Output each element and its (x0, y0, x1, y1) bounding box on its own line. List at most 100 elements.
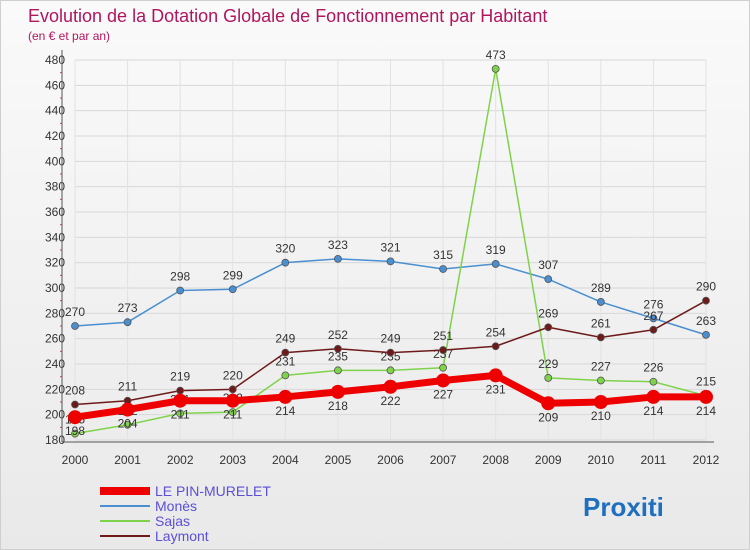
data-point (334, 366, 342, 375)
data-point (71, 322, 79, 330)
data-point (71, 429, 79, 438)
data-label: 269 (538, 306, 558, 320)
data-point (68, 410, 82, 425)
data-label: 204 (118, 417, 138, 431)
data-label: 307 (538, 258, 558, 272)
x-tick-label: 2007 (430, 453, 457, 467)
data-point (173, 393, 188, 408)
x-tick-label: 2006 (377, 453, 404, 467)
data-label: 261 (591, 316, 611, 330)
x-tick-label: 2001 (114, 453, 141, 467)
y-tick-label: 380 (45, 180, 65, 194)
data-point (228, 385, 237, 394)
y-tick-label: 440 (45, 104, 65, 118)
y-tick-label: 320 (45, 256, 65, 270)
data-label: 320 (275, 242, 295, 256)
data-label: 231 (275, 354, 295, 368)
data-point (386, 257, 395, 266)
y-tick-label: 400 (45, 154, 65, 168)
data-point (439, 363, 447, 372)
data-label: 210 (591, 409, 611, 423)
data-point (439, 265, 447, 273)
y-tick-label: 180 (45, 433, 65, 447)
data-label: 226 (643, 361, 663, 375)
data-point (593, 395, 608, 409)
data-label: 227 (591, 359, 611, 373)
data-point (491, 260, 500, 268)
plot-area: 180 200 220 240 260 280 300 320 340 360 380 400 420 4… (45, 48, 720, 467)
proxiti-logo: Proxiti (583, 492, 664, 522)
data-label: 270 (65, 305, 85, 319)
data-point (541, 396, 556, 411)
y-tick-label: 220 (45, 382, 65, 396)
x-tick-label: 2008 (482, 453, 509, 467)
data-point (649, 377, 658, 386)
data-point (278, 389, 293, 404)
data-label: 222 (380, 394, 400, 408)
data-label: 214 (643, 404, 663, 418)
data-label: 214 (696, 404, 716, 418)
data-point (436, 373, 451, 388)
data-point (334, 344, 342, 353)
data-label: 229 (538, 357, 558, 371)
data-point (176, 386, 185, 395)
data-point (702, 296, 710, 305)
data-point (491, 342, 500, 351)
legend-label: LE PIN-MURELET (155, 483, 271, 499)
data-point (225, 393, 240, 408)
data-point (439, 346, 447, 354)
x-tick-label: 2010 (587, 453, 614, 467)
data-point (281, 258, 290, 267)
data-label: 211 (171, 408, 190, 422)
y-tick-label: 200 (45, 408, 65, 422)
data-point (281, 348, 290, 357)
data-label: 220 (223, 368, 243, 382)
x-tick-label: 2012 (693, 453, 720, 467)
data-label: 214 (275, 404, 295, 418)
data-label: 209 (538, 410, 558, 424)
data-point (699, 389, 713, 404)
data-point (491, 64, 500, 73)
data-label: 315 (433, 248, 453, 262)
x-tick-label: 2009 (535, 453, 562, 467)
data-label: 273 (118, 301, 138, 315)
y-tick-label: 240 (45, 357, 65, 371)
data-point (544, 275, 553, 284)
data-point (281, 371, 290, 380)
data-point (71, 400, 79, 409)
data-point (544, 374, 553, 382)
data-point (176, 409, 185, 418)
data-label: 211 (223, 408, 242, 422)
y-tick-label: 480 (45, 53, 65, 67)
data-point (334, 254, 342, 263)
data-label: 263 (696, 314, 716, 328)
chart-title: Evolution de la Dotation Globale de Fonc… (28, 6, 547, 26)
data-label: 276 (643, 297, 663, 311)
x-tick-label: 2000 (62, 453, 89, 467)
data-point (596, 298, 605, 306)
data-point (176, 286, 185, 295)
data-label: 473 (486, 48, 506, 62)
data-label: 252 (328, 328, 348, 342)
data-point (649, 314, 658, 323)
data-point (228, 408, 237, 417)
data-point (596, 333, 605, 342)
data-label: 198 (65, 424, 85, 438)
data-label: 235 (328, 349, 348, 363)
data-point (646, 389, 661, 404)
x-tick-label: 2005 (325, 453, 352, 467)
data-label: 321 (380, 240, 400, 254)
y-tick-label: 420 (45, 129, 65, 143)
data-point (488, 368, 503, 383)
data-label: 208 (65, 384, 85, 398)
legend-label: Sajas (155, 513, 190, 529)
y-tick-label: 360 (45, 205, 65, 219)
data-point (386, 366, 395, 375)
x-tick-label: 2002 (167, 453, 194, 467)
x-tick-label: 2011 (641, 453, 667, 467)
data-point (228, 285, 237, 294)
chart-subtitle: (en € et par an) (28, 29, 110, 43)
logo-text: Proxiti (583, 492, 664, 522)
